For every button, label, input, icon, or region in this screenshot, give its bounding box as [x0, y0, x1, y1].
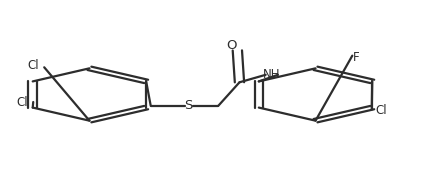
Text: F: F	[352, 51, 359, 64]
Text: Cl: Cl	[375, 104, 387, 117]
Text: S: S	[184, 99, 193, 112]
Text: O: O	[226, 39, 236, 52]
Text: Cl: Cl	[17, 96, 28, 109]
Text: NH: NH	[262, 68, 280, 81]
Text: Cl: Cl	[28, 59, 39, 72]
